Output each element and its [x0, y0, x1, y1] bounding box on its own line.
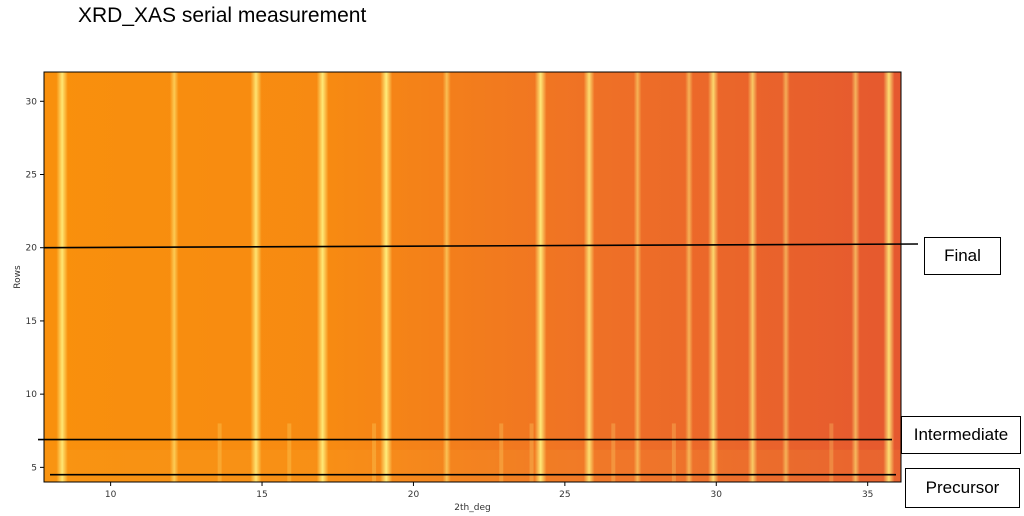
intermediate-label-box: Intermediate [901, 416, 1021, 454]
peak-stripe-4 [380, 72, 393, 482]
precursor-streak-3 [499, 423, 504, 482]
x-tick-label-4: 30 [711, 490, 723, 500]
y-tick-label-0: 5 [31, 463, 37, 473]
precursor-phase-band [44, 449, 901, 482]
page-title: XRD_XAS serial measurement [78, 4, 367, 27]
x-tick-label-0: 10 [105, 490, 117, 500]
precursor-streak-5 [611, 423, 616, 482]
precursor-label-box: Precursor [905, 468, 1020, 508]
precursor-label: Precursor [925, 478, 1000, 497]
peak-stripe-5 [442, 72, 451, 482]
plot-frame [43, 71, 902, 483]
final-label: Final [944, 246, 981, 265]
peak-stripe-2 [250, 72, 262, 482]
x-tick-label-5: 35 [862, 490, 873, 500]
y-tick-label-1: 10 [26, 390, 38, 400]
peak-stripe-10 [707, 72, 719, 482]
peak-stripe-6 [534, 72, 547, 482]
peak-stripe-9 [685, 72, 693, 482]
y-tick-label-2: 15 [26, 317, 37, 327]
peak-stripe-7 [583, 72, 595, 482]
y-tick-label-3: 20 [26, 244, 38, 254]
peak-stripe-1 [169, 72, 179, 482]
peak-stripe-0 [56, 72, 68, 482]
precursor-streak-1 [287, 423, 292, 482]
x-tick-label-3: 25 [559, 490, 570, 500]
y-tick-label-4: 25 [26, 171, 37, 181]
peak-stripe-11 [747, 72, 758, 482]
precursor-streak-0 [217, 423, 222, 482]
x-tick-label-2: 20 [408, 490, 420, 500]
peak-stripe-14 [883, 72, 895, 482]
peak-stripe-8 [633, 72, 642, 482]
final-row-line [43, 243, 919, 249]
precursor-streak-2 [372, 423, 377, 482]
precursor-streak-4 [529, 423, 534, 482]
final-label-box: Final [924, 237, 1001, 275]
precursor-streak-6 [671, 423, 676, 482]
y-tick-label-5: 30 [26, 97, 38, 107]
peak-stripe-13 [851, 72, 860, 482]
y-axis-label: Rows [13, 265, 23, 289]
heatmap-background [44, 72, 901, 482]
peak-stripe-3 [316, 72, 329, 482]
intermediate-label: Intermediate [913, 425, 1009, 444]
precursor-streak-7 [829, 423, 834, 482]
x-tick-label-1: 15 [256, 490, 267, 500]
peak-stripe-12 [782, 72, 790, 482]
x-axis-label: 2th_deg [454, 503, 490, 513]
